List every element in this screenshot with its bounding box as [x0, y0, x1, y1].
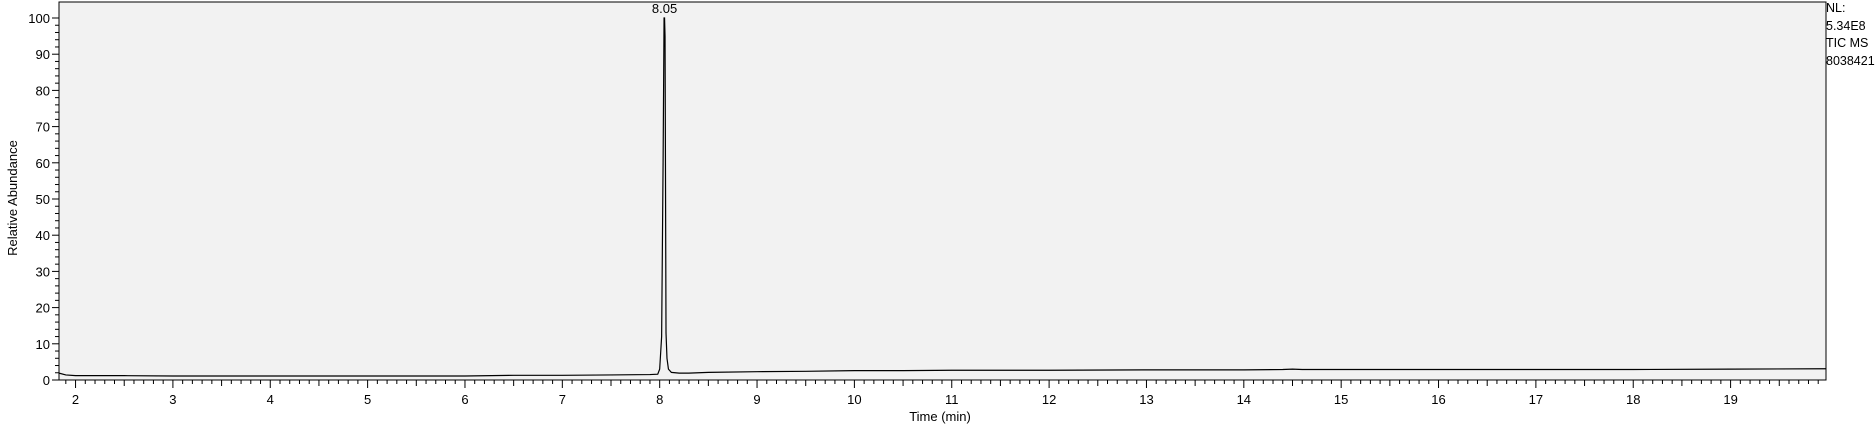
y-tick-label-80: 80 [36, 83, 50, 98]
trace-type-label: TIC MS [1826, 36, 1869, 50]
x-tick-label-19: 19 [1723, 392, 1737, 407]
trace-info-panel: NL: 5.34E8 TIC MS 8038421 [1826, 0, 1875, 70]
x-tick-label-7: 7 [559, 392, 566, 407]
x-tick-label-10: 10 [847, 392, 861, 407]
x-tick-label-16: 16 [1431, 392, 1445, 407]
x-tick-label-15: 15 [1334, 392, 1348, 407]
y-tick-label-100: 100 [28, 11, 50, 26]
file-name-label: 8038421 [1826, 53, 1875, 68]
tic-trace-line [58, 17, 1827, 377]
x-tick-label-3: 3 [169, 392, 176, 407]
y-axis: 0 10 20 30 40 50 60 70 80 90 100 [28, 11, 59, 388]
x-tick-label-8: 8 [656, 392, 663, 407]
y-tick-label-0: 0 [43, 373, 50, 388]
y-tick-label-70: 70 [36, 120, 50, 135]
plot-area [58, 1, 1827, 381]
y-axis-title: Relative Abundance [5, 140, 20, 256]
x-axis: 2 3 4 5 6 7 8 9 10 11 12 13 14 15 16 17 18 19 [65, 380, 1819, 407]
x-axis-title: Time (min) [909, 409, 971, 424]
peak-label: 8.05 [652, 1, 677, 16]
x-tick-label-9: 9 [753, 392, 760, 407]
x-tick-label-12: 12 [1042, 392, 1056, 407]
x-tick-label-17: 17 [1529, 392, 1543, 407]
x-tick-label-11: 11 [945, 392, 959, 407]
y-tick-label-30: 30 [36, 264, 50, 279]
normalization-label: NL: [1826, 1, 1846, 15]
normalization-value: 5.34E8 [1826, 18, 1866, 33]
y-tick-label-40: 40 [36, 228, 50, 243]
x-tick-label-18: 18 [1626, 392, 1640, 407]
peak-labels: 8.05 [652, 1, 677, 16]
x-tick-label-2: 2 [72, 392, 79, 407]
y-tick-label-20: 20 [36, 301, 50, 316]
x-tick-label-6: 6 [461, 392, 468, 407]
y-tick-label-90: 90 [36, 47, 50, 62]
x-tick-label-14: 14 [1237, 392, 1251, 407]
x-tick-label-13: 13 [1139, 392, 1153, 407]
y-tick-label-10: 10 [36, 337, 50, 352]
y-tick-label-50: 50 [36, 192, 50, 207]
x-tick-label-4: 4 [267, 392, 274, 407]
x-tick-label-5: 5 [364, 392, 371, 407]
y-tick-label-60: 60 [36, 156, 50, 171]
